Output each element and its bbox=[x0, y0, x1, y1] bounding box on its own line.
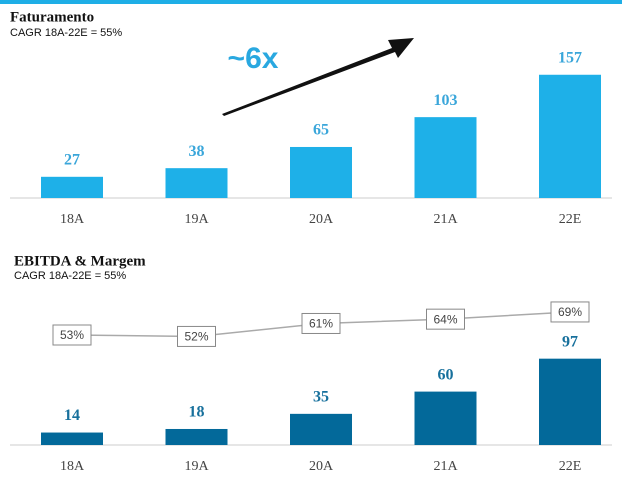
x-tick-label: 22E bbox=[559, 212, 582, 227]
label-box bbox=[177, 325, 216, 347]
chart-title: Faturamento bbox=[10, 9, 94, 25]
bar bbox=[41, 176, 103, 198]
value-label: 60 bbox=[438, 366, 454, 383]
bar bbox=[414, 117, 477, 198]
x-tick-label: 21A bbox=[433, 212, 458, 227]
bar bbox=[539, 74, 601, 198]
chart-subtitle: CAGR 18A-22E = 55% bbox=[14, 270, 126, 282]
x-tick-label: 18A bbox=[60, 212, 85, 227]
bar bbox=[165, 168, 228, 198]
label-box bbox=[426, 308, 465, 330]
value-label: 53% bbox=[60, 328, 84, 342]
label-box bbox=[52, 324, 92, 346]
x-tick-label: 20A bbox=[309, 459, 334, 474]
value-label: 97 bbox=[562, 333, 578, 350]
value-label: 69% bbox=[558, 305, 582, 319]
bar bbox=[165, 428, 228, 445]
bar bbox=[290, 146, 352, 198]
value-label: 18 bbox=[189, 404, 205, 421]
value-label: 64% bbox=[433, 312, 457, 326]
value-label: 157 bbox=[558, 49, 582, 66]
value-label: 52% bbox=[184, 330, 208, 344]
bar bbox=[539, 358, 601, 445]
bar bbox=[41, 432, 103, 445]
x-tick-label: 21A bbox=[433, 459, 458, 474]
chart-subtitle: CAGR 18A-22E = 55% bbox=[10, 27, 122, 39]
bar bbox=[414, 391, 477, 445]
x-tick-label: 18A bbox=[60, 459, 85, 474]
growth-arrow bbox=[222, 38, 414, 116]
value-label: 103 bbox=[434, 92, 458, 109]
top-stripe bbox=[0, 0, 622, 4]
label-box bbox=[301, 312, 341, 334]
bar bbox=[290, 413, 352, 445]
x-tick-label: 19A bbox=[184, 459, 209, 474]
value-label: 27 bbox=[64, 151, 80, 168]
value-label: 35 bbox=[313, 389, 329, 406]
chart-title: EBITDA & Margem bbox=[14, 253, 146, 269]
value-label: 61% bbox=[309, 317, 333, 331]
value-label: 38 bbox=[189, 143, 205, 160]
x-tick-label: 19A bbox=[184, 212, 209, 227]
x-tick-label: 22E bbox=[559, 459, 582, 474]
label-box bbox=[550, 301, 590, 323]
value-label: 14 bbox=[64, 407, 80, 424]
annotation: ~6x bbox=[228, 42, 279, 75]
value-label: 65 bbox=[313, 122, 329, 139]
x-tick-label: 20A bbox=[309, 212, 334, 227]
